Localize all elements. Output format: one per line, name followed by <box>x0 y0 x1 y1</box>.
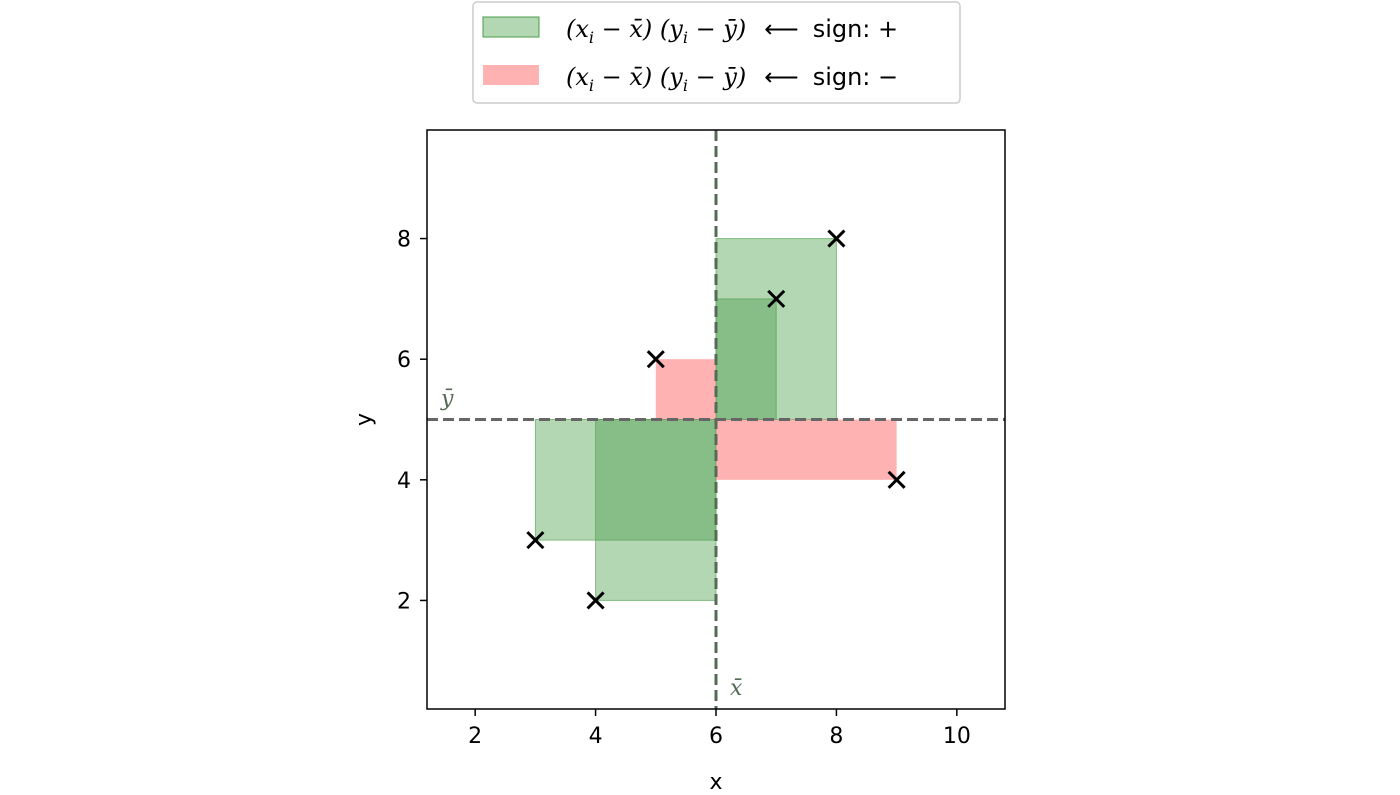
legend-label-positive: (xi − x̄) (yi − ȳ) ⟵ sign: + <box>566 15 898 47</box>
marker-stroke <box>767 289 786 308</box>
marker-stroke <box>646 350 665 369</box>
y-axis-label: y <box>352 413 377 426</box>
legend: (xi − x̄) (yi − ȳ) ⟵ sign: + (xi − x̄) (yi… <box>472 1 961 104</box>
y-tick-label: 2 <box>397 589 411 614</box>
x-mean-label: x̄ <box>730 676 743 701</box>
positive-deviation-rect <box>715 298 777 420</box>
positive-deviation-rect <box>715 238 837 420</box>
legend-swatch-negative <box>483 65 539 85</box>
deviation-rectangles <box>534 238 897 601</box>
data-point-marker <box>586 591 605 610</box>
positive-deviation-rect <box>534 419 717 541</box>
x-tick-label: 2 <box>468 724 482 749</box>
legend-label-negative: (xi − x̄) (yi − ȳ) ⟵ sign: − <box>566 63 898 95</box>
x-tick-label: 8 <box>829 724 843 749</box>
y-mean-label: ȳ <box>440 387 454 412</box>
x-tick-label: 10 <box>943 724 971 749</box>
x-axis-label: x <box>709 770 722 795</box>
data-point-marker <box>646 350 665 369</box>
negative-deviation-rect <box>655 359 716 420</box>
data-points <box>526 229 906 610</box>
y-tick-label: 4 <box>397 469 411 494</box>
x-tick-label: 6 <box>709 724 723 749</box>
marker-stroke <box>526 531 545 550</box>
negative-deviation-rect <box>716 419 897 480</box>
legend-swatch-positive <box>482 16 540 38</box>
positive-deviation-rect <box>595 419 717 601</box>
marker-stroke <box>887 470 906 489</box>
y-tick-label: 6 <box>397 348 411 373</box>
marker-stroke <box>827 229 846 248</box>
data-point-marker <box>887 470 906 489</box>
marker-stroke <box>586 591 605 610</box>
legend-frame <box>472 1 961 104</box>
data-point-marker <box>526 531 545 550</box>
axes: 2 4 6 8 10 2 4 6 8 <box>397 129 1006 749</box>
y-tick-label: 8 <box>397 228 411 253</box>
mean-lines <box>427 130 1005 709</box>
x-tick-label: 4 <box>589 724 603 749</box>
data-point-marker <box>767 289 786 308</box>
data-point-marker <box>827 229 846 248</box>
